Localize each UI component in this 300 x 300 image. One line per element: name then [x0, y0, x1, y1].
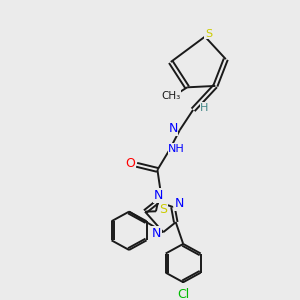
Text: S: S — [159, 202, 167, 215]
Text: N: N — [175, 197, 184, 210]
Text: O: O — [126, 157, 136, 170]
Text: N: N — [152, 227, 161, 240]
Text: S: S — [205, 29, 212, 39]
Text: NH: NH — [168, 144, 185, 154]
Text: H: H — [200, 103, 208, 112]
Text: N: N — [169, 122, 178, 135]
Text: Cl: Cl — [177, 288, 189, 300]
Text: N: N — [154, 189, 163, 202]
Text: CH₃: CH₃ — [161, 91, 180, 101]
